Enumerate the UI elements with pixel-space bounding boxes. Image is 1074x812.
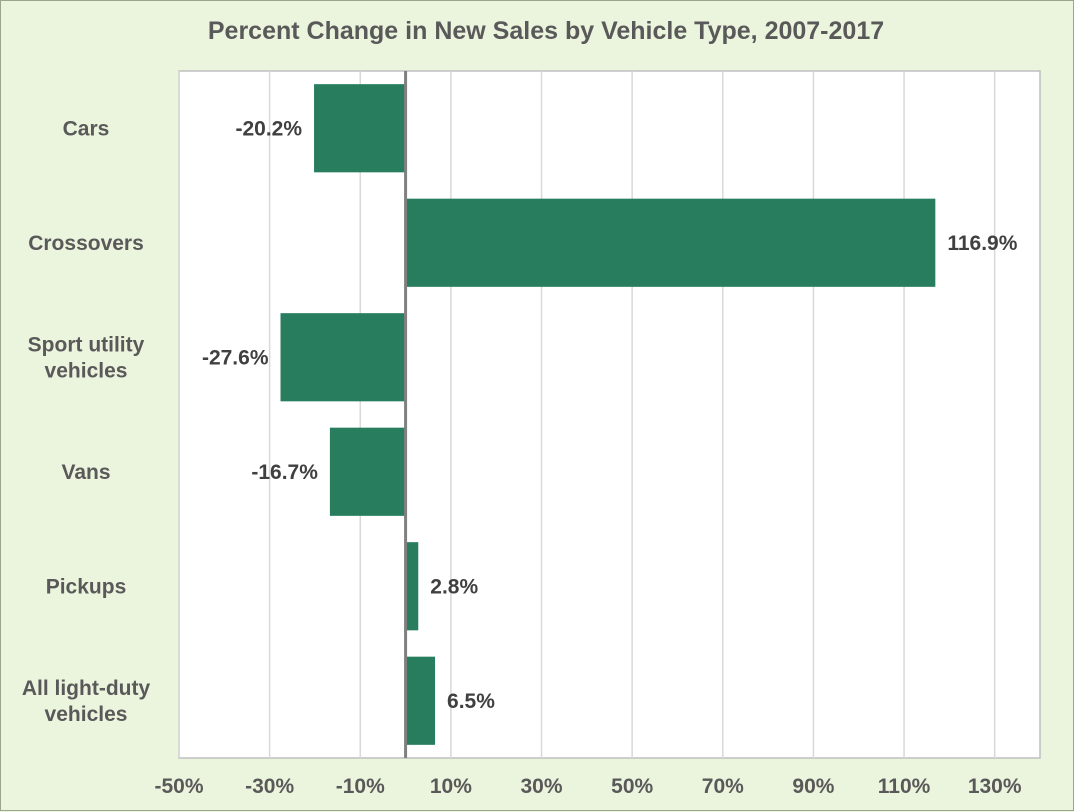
bar — [405, 198, 936, 287]
x-tick-label: -50% — [154, 775, 203, 798]
x-tick-label: 50% — [611, 775, 653, 798]
bar — [280, 313, 406, 402]
category-label: Vans — [61, 461, 110, 484]
category-label: All light-duty vehicles — [22, 677, 151, 726]
data-label: -16.7% — [251, 461, 318, 484]
category-label: Cars — [63, 117, 110, 140]
data-label: -20.2% — [235, 117, 302, 140]
bar — [314, 84, 406, 173]
category-label: Crossovers — [28, 232, 144, 255]
bar — [405, 542, 419, 631]
chart-title: Percent Change in New Sales by Vehicle T… — [208, 17, 884, 45]
x-axis-tick-labels: -50% -30% -10% 10% 30% 50% 70% 90% 110% 130% — [154, 775, 1021, 798]
x-tick-label: -30% — [245, 775, 294, 798]
gridlines — [178, 71, 996, 758]
category-label: Sport utility vehicles — [28, 333, 145, 382]
data-labels: -20.2% 116.9% -27.6% -16.7% 2.8% 6.5% — [202, 117, 1018, 713]
bar — [405, 656, 436, 745]
x-tick-label: 90% — [792, 775, 834, 798]
data-label: 2.8% — [430, 575, 478, 598]
x-tick-label: 10% — [430, 775, 472, 798]
category-labels: Cars Crossovers Sport utility vehicles Vans P… — [22, 117, 151, 726]
bars — [280, 84, 936, 745]
data-label: -27.6% — [202, 346, 269, 369]
x-tick-label: 30% — [521, 775, 563, 798]
x-tick-label: 110% — [878, 775, 931, 798]
x-tick-label: -10% — [336, 775, 385, 798]
plot-area — [178, 70, 1041, 759]
category-label: Pickups — [46, 575, 127, 598]
data-label: 6.5% — [447, 690, 495, 713]
data-label: 116.9% — [947, 232, 1017, 255]
bar — [329, 427, 406, 516]
x-tick-label: 130% — [968, 775, 1022, 798]
x-tick-label: 70% — [702, 775, 744, 798]
